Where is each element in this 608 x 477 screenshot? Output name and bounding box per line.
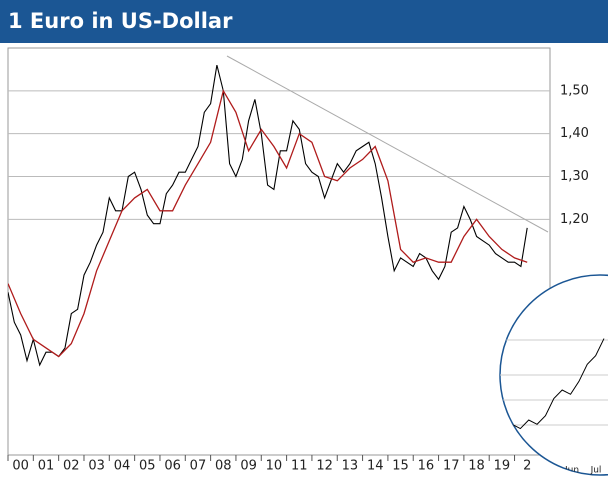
title-bar: [0, 0, 608, 43]
x-tick-label: 08: [215, 459, 232, 474]
x-tick-label: 03: [88, 459, 105, 474]
inset-tick-label: Jul: [590, 466, 602, 476]
x-tick-label: 09: [240, 459, 257, 474]
x-tick-label: 11: [291, 459, 308, 474]
x-tick-label: 07: [190, 459, 207, 474]
series-line: [8, 64, 528, 367]
x-tick-label: 12: [316, 459, 333, 474]
trend-line: [226, 55, 549, 233]
inset-tick-label: Jun: [564, 466, 579, 476]
x-tick-label: 04: [114, 459, 131, 474]
x-tick-label: 18: [468, 459, 485, 474]
series-line: [8, 89, 528, 358]
y-tick-label: 1,20: [560, 212, 589, 227]
x-tick-label: 15: [392, 459, 409, 474]
x-tick-label: 13: [342, 459, 359, 474]
x-tick-label: 05: [139, 459, 156, 474]
x-tick-label: 02: [63, 459, 80, 474]
x-tick-label: 00: [12, 459, 29, 474]
y-tick-label: 1,40: [560, 126, 589, 141]
x-tick-label: 01: [38, 459, 55, 474]
x-tick-label: 19: [494, 459, 511, 474]
inset-line: [511, 338, 605, 430]
x-tick-label: 16: [418, 459, 435, 474]
x-tick-label: 06: [164, 459, 181, 474]
x-tick-label: 10: [266, 459, 283, 474]
y-tick-label: 1,30: [560, 169, 589, 184]
y-tick-label: 1,50: [560, 83, 589, 98]
chart-title: 1 Euro in US-Dollar: [8, 9, 233, 33]
x-tick-label: 14: [367, 459, 384, 474]
plot-frame: [7, 47, 551, 456]
x-tick-label: 2: [523, 459, 531, 474]
x-tick-label: 17: [443, 459, 460, 474]
